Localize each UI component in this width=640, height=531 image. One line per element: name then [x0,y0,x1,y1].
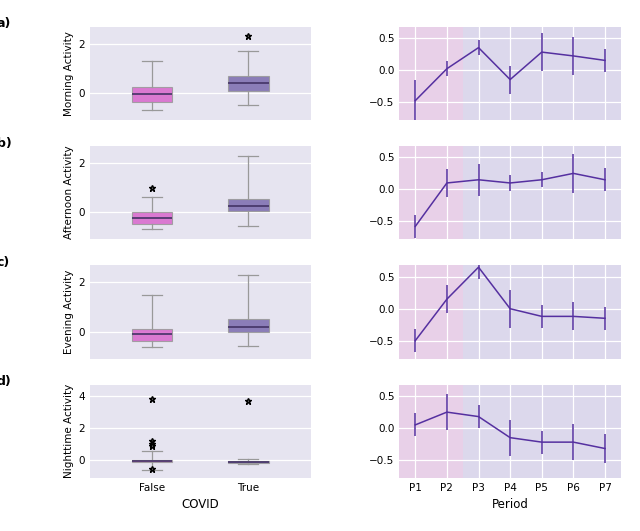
Text: a): a) [0,17,11,30]
Y-axis label: Afternoon Activity: Afternoon Activity [64,145,74,239]
PathPatch shape [132,212,172,224]
Text: b): b) [0,136,12,150]
Text: c): c) [0,256,10,269]
PathPatch shape [228,319,269,332]
PathPatch shape [132,88,172,102]
X-axis label: COVID: COVID [181,498,219,511]
Bar [399,27,463,120]
Text: d): d) [0,375,12,388]
Bar [399,384,463,478]
PathPatch shape [132,459,172,462]
Y-axis label: Evening Activity: Evening Activity [64,270,74,354]
X-axis label: Period: Period [492,498,529,511]
Y-axis label: Morning Activity: Morning Activity [64,31,74,116]
Bar [399,146,463,239]
PathPatch shape [132,329,172,341]
PathPatch shape [228,460,269,463]
Bar [399,266,463,358]
PathPatch shape [228,200,269,211]
PathPatch shape [228,76,269,91]
Y-axis label: Nighttime Activity: Nighttime Activity [64,384,74,478]
